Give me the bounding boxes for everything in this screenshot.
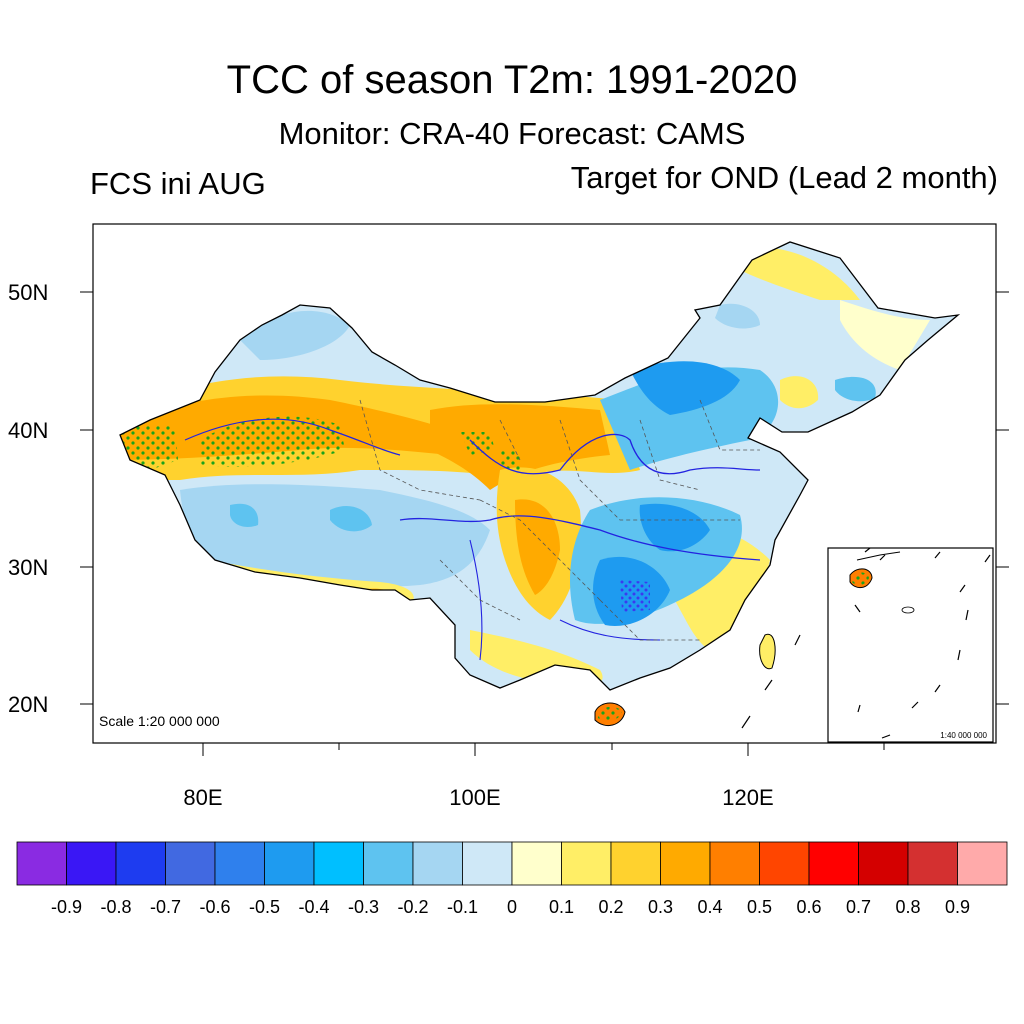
colorbar-label: 0.1 bbox=[549, 897, 574, 917]
colorbar: -0.9 -0.8 -0.7 -0.6 -0.5 -0.4 -0.3 -0.2 -0.1 0 0.1… bbox=[16, 841, 1008, 917]
lon-label-120e: 120E bbox=[722, 785, 773, 810]
map-scale: Scale 1:20 000 000 bbox=[99, 713, 220, 729]
colorbar-label: 0.7 bbox=[846, 897, 871, 917]
river bbox=[184, 418, 401, 456]
colorbar-swatch bbox=[412, 841, 463, 886]
colorbar-swatch bbox=[759, 841, 810, 886]
colorbar-label: -0.6 bbox=[199, 897, 230, 917]
colorbar-swatch bbox=[709, 841, 760, 886]
colorbar-label: -0.7 bbox=[150, 897, 181, 917]
target-label: Target for OND (Lead 2 month) bbox=[570, 160, 998, 195]
colorbar-swatch bbox=[610, 841, 661, 886]
colorbar-swatch bbox=[660, 841, 711, 886]
colorbar-swatch bbox=[907, 841, 958, 886]
colorbar-label: 0.8 bbox=[895, 897, 920, 917]
colorbar-swatch bbox=[363, 841, 414, 886]
colorbar-label: 0.3 bbox=[648, 897, 673, 917]
river-yellow bbox=[469, 433, 761, 475]
colorbar-label: -0.9 bbox=[51, 897, 82, 917]
colorbar-label: -0.4 bbox=[298, 897, 329, 917]
lat-label-30n: 30N bbox=[8, 555, 48, 580]
province-borders bbox=[359, 399, 760, 641]
init-label: FCS ini AUG bbox=[90, 166, 266, 201]
river-yangtze bbox=[399, 515, 761, 561]
colorbar-swatch bbox=[511, 841, 562, 886]
inset-scale: 1:40 000 000 bbox=[940, 731, 987, 740]
colorbar-swatch bbox=[115, 841, 166, 886]
colorbar-swatch bbox=[561, 841, 612, 886]
colorbar-label: 0.9 bbox=[945, 897, 970, 917]
lon-label-80e: 80E bbox=[183, 785, 222, 810]
map-subtitle: Monitor: CRA-40 Forecast: CAMS bbox=[278, 116, 746, 151]
colorbar-swatch bbox=[462, 841, 513, 886]
colorbar-label: -0.5 bbox=[249, 897, 280, 917]
colorbar-label: -0.3 bbox=[348, 897, 379, 917]
colorbar-swatch bbox=[214, 841, 265, 886]
lat-label-50n: 50N bbox=[8, 280, 48, 305]
colorbar-swatch bbox=[808, 841, 859, 886]
nine-dash-line bbox=[854, 547, 991, 739]
colorbar-label: 0.5 bbox=[747, 897, 772, 917]
colorbar-label: -0.2 bbox=[397, 897, 428, 917]
country-border bbox=[119, 241, 961, 691]
colorbar-label: 0.6 bbox=[796, 897, 821, 917]
lat-label-20n: 20N bbox=[8, 692, 48, 717]
colorbar-label: 0.2 bbox=[598, 897, 623, 917]
colorbar-label: -0.8 bbox=[100, 897, 131, 917]
lon-label-100e: 100E bbox=[449, 785, 500, 810]
colorbar-swatch bbox=[858, 841, 909, 886]
colorbar-label: 0 bbox=[507, 897, 517, 917]
lat-label-40n: 40N bbox=[8, 418, 48, 443]
colorbar-label: -0.1 bbox=[447, 897, 478, 917]
colorbar-swatch bbox=[165, 841, 216, 886]
colorbar-swatch bbox=[264, 841, 315, 886]
colorbar-swatch bbox=[16, 841, 67, 886]
colorbar-label: 0.4 bbox=[697, 897, 722, 917]
map-title: TCC of season T2m: 1991-2020 bbox=[226, 58, 798, 102]
colorbar-swatch bbox=[957, 841, 1008, 886]
inset-coast bbox=[856, 551, 901, 561]
lon-ticks bbox=[202, 743, 885, 756]
taiwan-island bbox=[759, 633, 776, 670]
colorbar-swatch bbox=[66, 841, 117, 886]
colorbar-swatch bbox=[313, 841, 364, 886]
lat-ticks bbox=[80, 291, 1009, 705]
